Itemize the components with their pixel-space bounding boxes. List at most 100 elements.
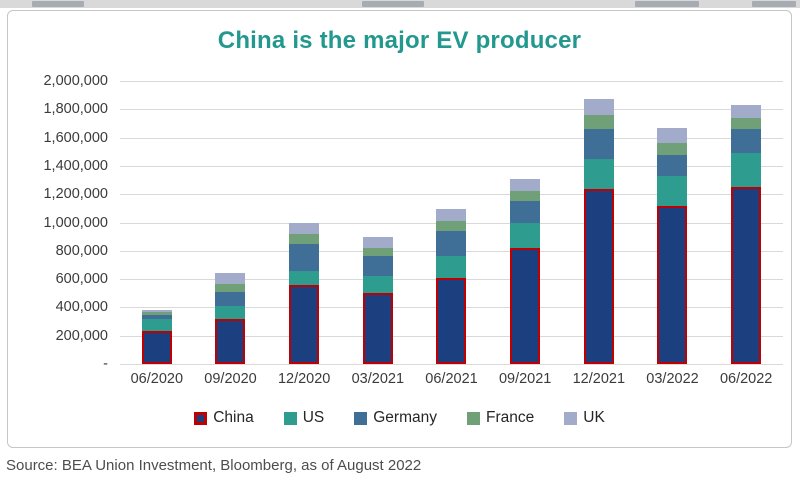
bar-segment-china (510, 247, 541, 364)
bar-group-03/2021 (341, 81, 415, 364)
bar-group-12/2021 (562, 81, 636, 364)
bar-segment-germany (731, 129, 762, 154)
y-axis-tick-label: 200,000 (55, 327, 108, 344)
gridline (120, 109, 783, 111)
x-axis-tick-label: 09/2020 (204, 371, 257, 387)
bar-segment-france (583, 115, 614, 130)
x-axis-tick-label: 09/2021 (498, 371, 552, 387)
x-axis-tick-label: 12/2021 (572, 371, 626, 387)
plot-wrap: 2,000,000 1,800,000 1,600,000 1,400,000 1,20… (8, 73, 791, 372)
bar-stack (583, 81, 614, 364)
bar-segment-germany (436, 231, 467, 257)
bar-segment-uk (215, 273, 246, 285)
legend-label: China (213, 409, 254, 426)
bar-segment-france (510, 191, 541, 202)
bar-segment-us (657, 175, 688, 206)
gridline (120, 81, 783, 82)
bar-segment-us (215, 306, 246, 319)
legend-label: US (302, 409, 325, 426)
bar-segment-china (289, 284, 320, 364)
cropped-content-strip (0, 0, 800, 8)
bar-stack (362, 81, 393, 364)
x-axis-labels: 06/2020 09/2020 12/2020 03/2021 06/2021 09/20… (120, 371, 783, 391)
bar-segment-france (141, 311, 172, 315)
bar-segment-uk (510, 179, 541, 192)
bar-segment-france (289, 233, 320, 244)
y-axis-tick-label: 1,000,000 (43, 214, 108, 231)
bar-segment-germany (510, 201, 541, 223)
bar-stack (657, 81, 688, 364)
legend-swatch-germany (354, 411, 368, 425)
bar-segment-china (436, 277, 467, 364)
bar-segment-uk (289, 222, 320, 234)
cropped-text-fragment (635, 1, 699, 7)
bar-segment-uk (731, 105, 762, 118)
bar-stack (731, 81, 762, 364)
bar-segment-china (141, 331, 172, 364)
bar-segment-us (289, 270, 320, 285)
bar-segment-france (731, 117, 762, 130)
y-axis-tick-label: 1,800,000 (43, 101, 108, 118)
y-axis-labels: 2,000,000 1,800,000 1,600,000 1,400,000 1,20… (8, 73, 108, 372)
bar-segment-france (657, 143, 688, 155)
legend-label: Germany (373, 409, 437, 426)
y-axis-tick-label: 800,000 (55, 242, 108, 259)
bar-group-06/2020 (120, 81, 194, 364)
bar-group-09/2020 (194, 81, 268, 364)
legend-item-france: France (467, 409, 534, 427)
legend-item-us: US (283, 409, 325, 427)
y-axis-tick-label: - (103, 356, 108, 372)
gridline (120, 194, 783, 196)
bar-segment-france (362, 248, 393, 257)
x-axis-tick-label: 06/2022 (719, 371, 773, 387)
x-axis-tick-label: 03/2021 (351, 371, 405, 387)
bar-segment-us (510, 222, 541, 248)
bar-segment-uk (657, 127, 688, 144)
bar-segment-china (583, 188, 614, 364)
bar-segment-uk (583, 99, 614, 115)
legend-label: France (486, 409, 535, 426)
bar-stack (436, 81, 467, 364)
bar-group-06/2022 (709, 81, 783, 364)
bar-segment-germany (215, 291, 246, 306)
bar-segment-france (215, 284, 246, 292)
x-axis-tick-label: 03/2022 (646, 371, 699, 387)
cropped-text-fragment (752, 1, 796, 7)
bar-stack (289, 81, 320, 364)
bar-segment-germany (141, 314, 172, 320)
legend-label: UK (583, 409, 605, 426)
bar-segment-us (583, 158, 614, 189)
bar-segment-china (731, 187, 762, 364)
bar-segment-uk (436, 209, 467, 222)
gridline (120, 364, 783, 365)
bar-segment-us (731, 153, 762, 188)
legend-swatch-france (467, 411, 480, 425)
bar-segment-germany (657, 154, 688, 176)
bar-stack (510, 81, 541, 364)
bar-stack (215, 81, 246, 364)
bar-segment-germany (583, 129, 614, 159)
bar-segment-germany (362, 256, 393, 277)
chart-legend: China US Germany France UK (8, 409, 791, 427)
y-axis-tick-label: 400,000 (55, 299, 108, 316)
y-axis-tick-label: 1,200,000 (43, 186, 108, 203)
gridline (120, 137, 783, 139)
legend-item-germany: Germany (354, 409, 437, 427)
bar-segment-china (362, 293, 393, 364)
cropped-text-fragment (362, 1, 424, 7)
x-axis-tick-label: 06/2021 (425, 371, 478, 387)
legend-item-uk: UK (564, 409, 605, 427)
bar-segment-uk (362, 236, 393, 248)
bar-segment-china (657, 205, 688, 364)
y-axis-tick-label: 1,400,000 (43, 157, 108, 174)
bar-group-06/2021 (415, 81, 489, 364)
y-axis-tick-label: 600,000 (55, 271, 108, 288)
y-axis-tick-label: 1,600,000 (43, 129, 108, 146)
bar-segment-china (215, 318, 246, 364)
plot-area (120, 81, 783, 365)
bar-group-03/2022 (636, 81, 710, 364)
bar-segment-germany (289, 243, 320, 271)
bar-segment-us (362, 276, 393, 294)
bar-segment-us (141, 319, 172, 332)
legend-item-china: China (194, 409, 254, 427)
